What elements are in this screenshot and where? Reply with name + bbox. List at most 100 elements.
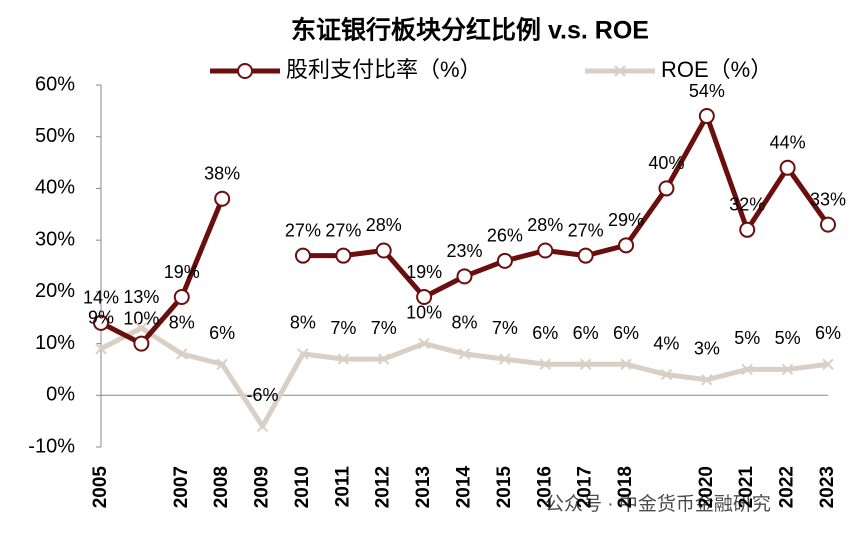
data-label: 32% — [729, 195, 765, 215]
x-tick-label: 2010 — [292, 466, 313, 508]
data-point — [297, 348, 309, 360]
x-tick-label: 2011 — [332, 466, 353, 508]
data-label: 33% — [810, 189, 846, 209]
data-point — [214, 190, 231, 207]
y-tick-label: 10% — [35, 332, 75, 354]
y-tick-label: -10% — [28, 435, 75, 457]
data-point — [135, 322, 148, 334]
data-label: 19% — [164, 262, 200, 282]
x-tick-label: 2012 — [373, 466, 394, 508]
y-tick-label: 60% — [35, 73, 75, 95]
data-point — [93, 314, 109, 331]
data-point — [173, 289, 190, 306]
data-point — [701, 374, 713, 386]
data-point — [496, 252, 513, 269]
legend-marker — [237, 63, 253, 79]
data-label: 29% — [608, 210, 644, 230]
data-label: 10% — [123, 308, 159, 328]
data-point — [537, 242, 554, 259]
data-point — [256, 420, 269, 433]
data-point — [337, 353, 350, 365]
data-point — [658, 180, 675, 197]
data-label: 7% — [492, 318, 518, 338]
data-point — [741, 363, 753, 376]
data-point — [698, 108, 715, 125]
data-point — [779, 159, 796, 176]
data-point — [416, 289, 433, 306]
chart-title: 东证银行板块分红比例 v.s. ROE — [291, 16, 649, 45]
data-label: 6% — [532, 323, 558, 343]
data-label: 7% — [330, 318, 356, 338]
data-point — [739, 221, 756, 238]
data-label: 27% — [568, 220, 604, 240]
data-point — [458, 348, 471, 360]
data-point — [216, 358, 228, 370]
data-label: 6% — [573, 323, 599, 343]
data-label: 27% — [325, 220, 361, 240]
x-tick-label: 2008 — [211, 466, 232, 508]
x-tick-label: 2018 — [615, 466, 636, 508]
data-point — [418, 337, 430, 350]
data-label: 4% — [653, 333, 679, 353]
data-label: -6% — [247, 385, 279, 405]
watermark: 公众号 · 中金货币金融研究 — [545, 493, 771, 515]
data-point — [660, 368, 673, 381]
legend-label: ROE（%） — [661, 57, 772, 82]
data-label: 23% — [446, 241, 482, 261]
data-label: 3% — [694, 339, 720, 359]
x-tick-label: 2023 — [817, 466, 838, 508]
data-label: 44% — [770, 132, 806, 152]
x-tick-label: 2017 — [575, 466, 596, 508]
data-point — [456, 268, 473, 285]
data-label: 26% — [487, 226, 523, 246]
series-line — [99, 113, 831, 347]
data-point — [95, 343, 107, 355]
data-label: 28% — [366, 215, 402, 235]
data-point — [820, 216, 836, 233]
data-label: 7% — [371, 318, 397, 338]
data-label: 54% — [689, 81, 725, 101]
legend-label: 股利支付比率（%） — [286, 57, 482, 82]
y-tick-label: 40% — [35, 177, 75, 199]
x-tick-label: 2005 — [90, 466, 111, 509]
data-label: 8% — [290, 313, 316, 333]
data-label: 28% — [527, 215, 563, 235]
data-point — [375, 242, 392, 259]
data-point — [294, 247, 311, 264]
data-point — [620, 358, 632, 370]
data-point — [822, 358, 834, 370]
data-label: 5% — [775, 328, 801, 348]
data-point — [133, 335, 150, 352]
data-point — [539, 358, 551, 370]
data-label: 38% — [204, 164, 240, 184]
data-label: 40% — [648, 153, 684, 173]
data-point — [176, 348, 188, 360]
data-label: 6% — [209, 323, 235, 343]
y-tick-label: 50% — [35, 125, 75, 147]
data-label: 6% — [613, 323, 639, 343]
data-label: 9% — [88, 307, 114, 327]
x-tick-label: 2007 — [171, 466, 192, 508]
data-label: 14% — [83, 288, 119, 308]
x-tick-label: 2013 — [413, 466, 434, 508]
data-point — [577, 247, 594, 264]
data-point — [378, 353, 390, 365]
y-tick-label: 0% — [46, 384, 75, 406]
data-label: 10% — [406, 302, 442, 322]
x-tick-label: 2020 — [696, 466, 717, 508]
data-point — [335, 247, 352, 264]
data-label: 19% — [406, 262, 442, 282]
x-tick-label: 2022 — [777, 466, 798, 508]
x-tick-label: 2009 — [252, 466, 273, 508]
data-label: 5% — [734, 328, 760, 348]
data-label: 6% — [815, 323, 841, 343]
data-label: 8% — [169, 313, 195, 333]
data-point — [499, 353, 511, 365]
x-tick-label: 2015 — [494, 466, 515, 509]
y-tick-label: 20% — [35, 280, 75, 302]
legend-marker — [614, 65, 626, 77]
x-tick-label: 2014 — [454, 466, 475, 509]
x-tick-label: 2016 — [534, 466, 555, 508]
